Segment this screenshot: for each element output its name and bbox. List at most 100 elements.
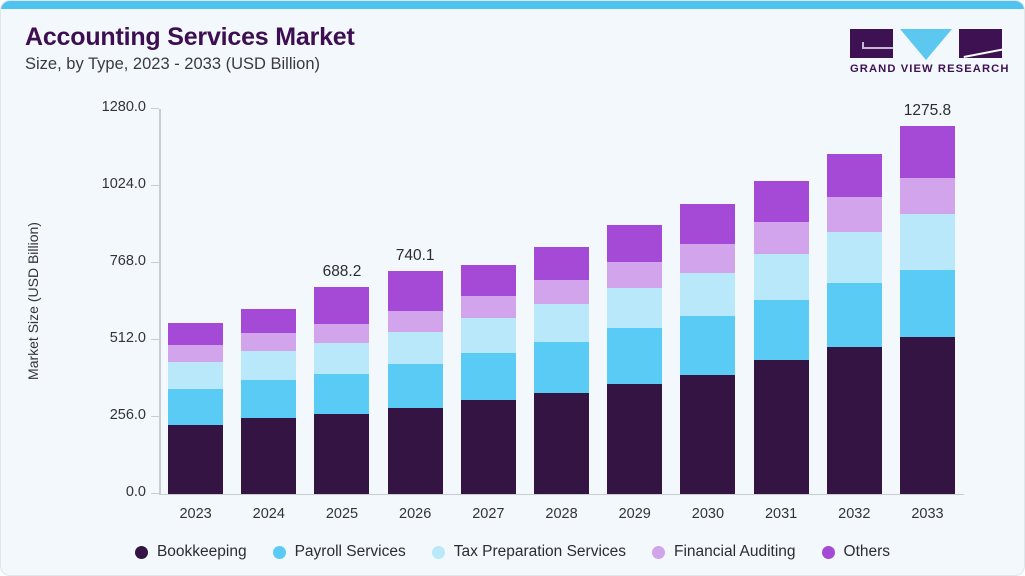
bar-segment[interactable] xyxy=(899,213,955,270)
y-axis-tick: 768.0 xyxy=(110,253,159,269)
bar-segment[interactable] xyxy=(753,180,809,222)
x-axis-tick-label: 2030 xyxy=(691,506,725,522)
y-axis-tick-label: 1024.0 xyxy=(101,175,146,192)
x-axis-tick-label: 2024 xyxy=(252,506,285,522)
legend-item[interactable]: Payroll Services xyxy=(272,543,406,561)
x-axis-tick-label: 2027 xyxy=(472,506,505,522)
bar-segment[interactable] xyxy=(753,221,809,254)
bar-segment[interactable] xyxy=(680,316,736,376)
bar-segment[interactable] xyxy=(314,414,370,494)
x-axis-tick-label: 2023 xyxy=(179,506,212,522)
bar-segment[interactable] xyxy=(826,283,882,347)
bar-segment[interactable] xyxy=(168,388,224,425)
bar-segment[interactable] xyxy=(680,272,736,317)
bar-segment[interactable] xyxy=(241,332,297,351)
bar-value-label: 740.1 xyxy=(395,247,435,265)
bar-segment[interactable] xyxy=(387,311,443,332)
legend-label: Bookkeeping xyxy=(156,543,247,560)
y-axis-tick: 512.0 xyxy=(110,330,159,346)
bar-segment[interactable] xyxy=(460,400,516,494)
logo-text: GRAND VIEW RESEARCH xyxy=(850,63,1010,75)
logo-right-box-icon xyxy=(959,29,1002,58)
bar-segment[interactable] xyxy=(753,253,809,301)
bar-segment[interactable] xyxy=(826,231,882,284)
bar-segment[interactable] xyxy=(241,350,297,380)
plot-area: 0.0 256.0 512.0 768.0 1024.0 1280.0 2023 2024 6… xyxy=(102,99,964,522)
bar-segment[interactable] xyxy=(826,346,882,494)
y-axis-tick: 0.0 xyxy=(126,484,159,500)
bar-slot: 2023 xyxy=(159,109,232,522)
x-axis-tick-label: 2028 xyxy=(545,506,578,522)
bar-segment[interactable] xyxy=(899,269,955,338)
bar-segment[interactable] xyxy=(607,328,663,385)
stacked-bar[interactable]: 2031 xyxy=(753,180,809,522)
bar-segment[interactable] xyxy=(387,407,443,494)
bar-segment[interactable] xyxy=(607,262,663,289)
x-axis-tick-label: 2031 xyxy=(764,506,798,522)
bar-segment[interactable] xyxy=(460,295,516,319)
bar-segment[interactable] xyxy=(607,288,663,329)
bar-segment[interactable] xyxy=(607,384,663,494)
bar-segment[interactable] xyxy=(241,308,297,333)
bar-segment[interactable] xyxy=(753,300,809,361)
bar-segment[interactable] xyxy=(314,373,370,415)
bar-segment[interactable] xyxy=(534,341,590,393)
bar-segment[interactable] xyxy=(534,280,590,305)
bar-segment[interactable] xyxy=(534,304,590,342)
stacked-bar[interactable]: 1275.8 2033 xyxy=(899,102,955,522)
bar-segment[interactable] xyxy=(680,375,736,494)
stacked-bar[interactable]: 2027 xyxy=(460,265,516,522)
stacked-bar[interactable]: 2024 xyxy=(241,308,297,522)
page-title: Accounting Services Market xyxy=(25,23,355,51)
bar-segment[interactable] xyxy=(460,318,516,354)
stacked-bar[interactable]: 2029 xyxy=(607,225,663,522)
bar-segment[interactable] xyxy=(460,353,516,401)
bar-segment[interactable] xyxy=(680,244,736,273)
legend-color-dot xyxy=(652,545,666,559)
bar-group: 2023 2024 688.2 2025 740.1 2026 2027 2028 2029 20… xyxy=(159,102,964,522)
stacked-bar[interactable]: 2028 xyxy=(534,246,590,522)
bar-segment[interactable] xyxy=(387,331,443,365)
bar-segment[interactable] xyxy=(387,364,443,408)
bar-segment[interactable] xyxy=(314,287,370,325)
bar-segment[interactable] xyxy=(826,197,882,232)
bar-segment[interactable] xyxy=(168,424,224,494)
bar-segment[interactable] xyxy=(168,361,224,389)
bar-segment[interactable] xyxy=(168,322,224,345)
legend-item[interactable]: Bookkeeping xyxy=(134,543,247,561)
bar-segment[interactable] xyxy=(680,203,736,245)
y-axis-label: Market Size (USD Billion) xyxy=(25,222,41,380)
bar-segment[interactable] xyxy=(314,343,370,374)
stacked-bar[interactable]: 2030 xyxy=(680,203,736,522)
bar-slot: 2027 xyxy=(452,109,525,522)
bar-segment[interactable] xyxy=(168,344,224,362)
bar-segment[interactable] xyxy=(607,225,663,263)
stacked-bar[interactable]: 2032 xyxy=(826,154,882,522)
legend-item[interactable]: Tax Preparation Services xyxy=(431,543,626,561)
bar-segment[interactable] xyxy=(899,337,955,494)
bar-segment[interactable] xyxy=(899,177,955,214)
legend-color-dot xyxy=(134,545,148,559)
bar-slot: 2024 xyxy=(232,109,305,522)
stacked-bar[interactable]: 740.1 2026 xyxy=(387,247,443,522)
stacked-bar[interactable]: 688.2 2025 xyxy=(314,263,370,522)
logo-left-box-icon xyxy=(850,29,893,58)
legend-item[interactable]: Financial Auditing xyxy=(652,543,796,561)
bar-segment[interactable] xyxy=(314,324,370,344)
bar-slot: 2032 xyxy=(818,109,891,522)
bar-segment[interactable] xyxy=(899,125,955,178)
bar-segment[interactable] xyxy=(241,418,297,494)
stacked-bar[interactable]: 2023 xyxy=(168,322,224,522)
bar-segment[interactable] xyxy=(534,392,590,494)
bar-segment[interactable] xyxy=(826,154,882,198)
legend-item[interactable]: Others xyxy=(821,543,890,561)
bar-segment[interactable] xyxy=(753,360,809,494)
logo-triangle-icon xyxy=(900,29,952,60)
bar-segment[interactable] xyxy=(241,379,297,419)
bar-segment[interactable] xyxy=(387,271,443,312)
bar-segment[interactable] xyxy=(460,265,516,296)
y-axis-tick-label: 1280.0 xyxy=(101,98,146,115)
y-axis-line xyxy=(159,109,161,494)
bar-segment[interactable] xyxy=(534,246,590,281)
chart-legend: Bookkeeping Payroll Services Tax Preparati… xyxy=(1,543,1024,561)
